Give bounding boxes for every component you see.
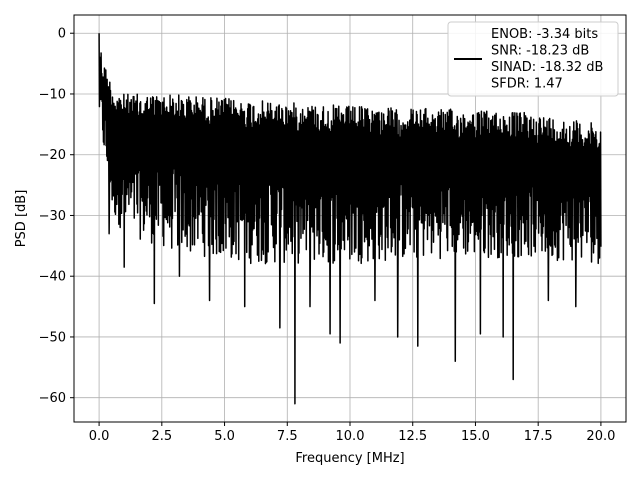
x-tick-label: 2.5 <box>151 429 172 444</box>
legend-entry-sfdr: SFDR: 1.47 <box>491 77 563 92</box>
x-axis-ticks: 0.0 2.5 5.0 7.5 10.0 12.5 15.0 17.5 20.0 <box>89 422 615 444</box>
x-tick-label: 0.0 <box>89 429 110 444</box>
y-tick-label: −20 <box>39 148 66 163</box>
y-axis-label: PSD [dB] <box>14 190 29 248</box>
legend-entry-sinad: SINAD: -18.32 dB <box>491 60 603 75</box>
legend-box <box>447 21 619 97</box>
x-tick-label: 7.5 <box>277 429 298 444</box>
legend-entry-snr: SNR: -18.23 dB <box>491 44 589 59</box>
legend-entry-enob: ENOB: -3.34 bits <box>491 27 598 42</box>
plot-area <box>98 33 602 405</box>
x-tick-label: 5.0 <box>214 429 235 444</box>
x-tick-label: 10.0 <box>336 429 365 444</box>
x-tick-label: 20.0 <box>586 429 615 444</box>
legend: ENOB: -3.34 bits SNR: -18.23 dB SINAD: -… <box>447 21 619 97</box>
x-axis-label: Frequency [MHz] <box>295 451 404 466</box>
y-tick-label: −40 <box>39 270 66 285</box>
x-tick-label: 17.5 <box>524 429 553 444</box>
y-axis-ticks: 0 −10 −20 −30 −40 −50 −60 <box>39 27 74 406</box>
x-tick-label: 15.0 <box>461 429 490 444</box>
y-tick-label: 0 <box>58 27 66 42</box>
y-tick-label: −10 <box>39 87 66 102</box>
psd-series-line <box>98 33 602 405</box>
x-tick-label: 12.5 <box>398 429 427 444</box>
y-tick-label: −50 <box>39 330 66 345</box>
y-tick-label: −60 <box>39 391 66 406</box>
y-tick-label: −30 <box>39 209 66 224</box>
